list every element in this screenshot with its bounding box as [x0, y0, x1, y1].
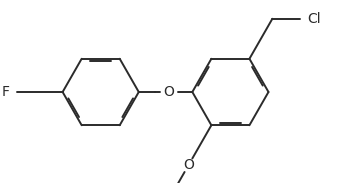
Text: F: F: [2, 85, 10, 99]
Text: Cl: Cl: [308, 12, 321, 26]
Text: O: O: [183, 158, 194, 172]
Text: O: O: [163, 85, 174, 99]
